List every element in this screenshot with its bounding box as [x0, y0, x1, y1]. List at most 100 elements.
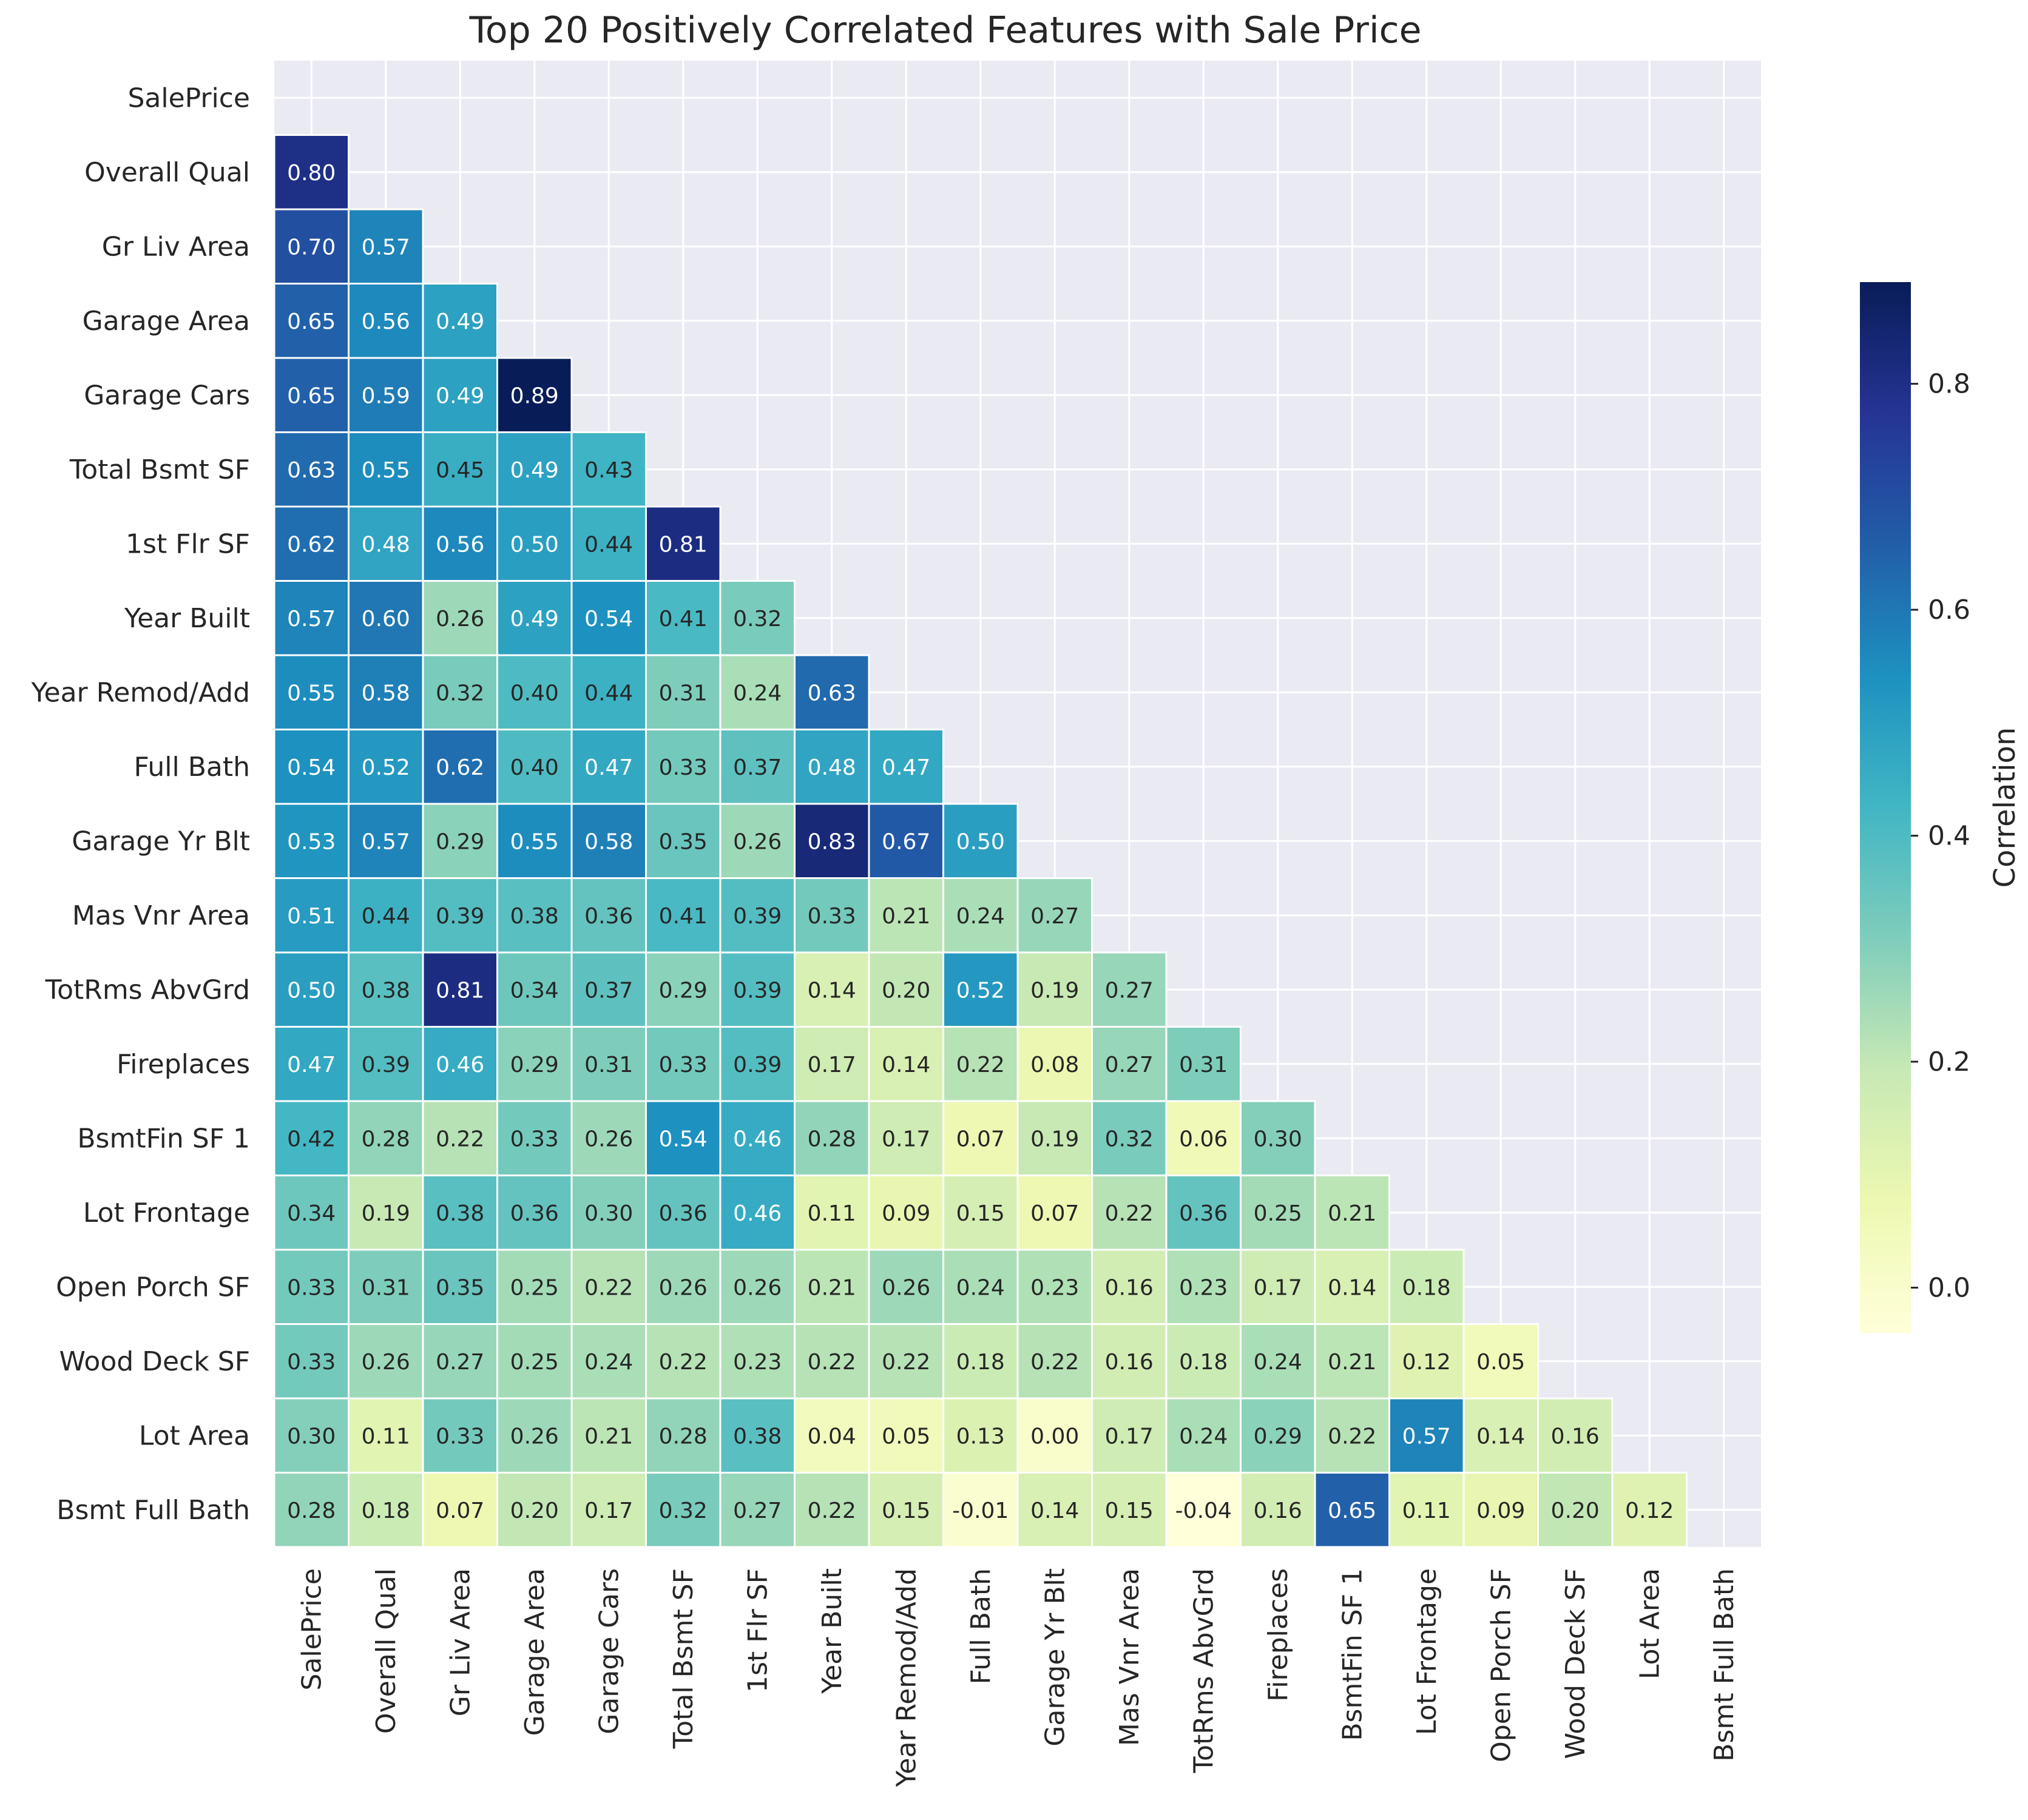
y-tick-label: 1st Flr SF — [126, 528, 250, 559]
cell-value-label: 0.24 — [1254, 1350, 1302, 1375]
y-axis-tick-labels: SalePrice Overall Qual Gr Liv Area Garage A… — [30, 83, 250, 1526]
heatmap-cell — [1388, 1472, 1465, 1548]
cell-value-label: 0.32 — [659, 1498, 708, 1523]
cell-value-label: 0.21 — [584, 1424, 633, 1449]
heatmap-cell — [570, 654, 647, 730]
cell-value-label: 0.22 — [659, 1350, 708, 1375]
cell-value-label: 0.12 — [1625, 1498, 1674, 1523]
cell-value-label: 0.27 — [1105, 978, 1154, 1003]
y-tick-label: Overall Qual — [84, 157, 250, 188]
cell-value-label: 0.60 — [362, 607, 410, 632]
heatmap-cell — [868, 1472, 944, 1548]
x-tick-label: 1st Flr SF — [742, 1568, 773, 1693]
heatmap-cell — [1165, 1175, 1242, 1251]
cell-value-label: 0.33 — [659, 1053, 708, 1077]
cell-value-label: 0.25 — [510, 1350, 559, 1375]
heatmap-cell — [422, 729, 498, 805]
cell-value-label: 0.33 — [287, 1350, 336, 1375]
cell-value-label: 0.18 — [1402, 1275, 1451, 1300]
cell-value-label: 0.18 — [362, 1498, 410, 1523]
x-tick-label: Open Porch SF — [1486, 1568, 1516, 1762]
x-axis-tick-labels: SalePrice Overall Qual Gr Liv Area Garage A… — [296, 1568, 1740, 1788]
heatmap-cell — [496, 1472, 573, 1548]
cell-value-label: 0.33 — [510, 1127, 559, 1151]
heatmap-cell — [496, 505, 573, 582]
cell-value-label: 0.15 — [882, 1498, 930, 1523]
heatmap-cell — [719, 1175, 796, 1251]
cell-value-label: 0.22 — [1030, 1350, 1079, 1375]
cell-value-label: 0.23 — [1179, 1275, 1228, 1300]
cell-value-label: 0.24 — [956, 904, 1005, 929]
heatmap-cell — [422, 1323, 498, 1400]
cell-value-label: 0.29 — [659, 978, 708, 1003]
cell-value-label: 0.33 — [287, 1275, 336, 1300]
heatmap-cell — [1462, 1472, 1539, 1548]
heatmap-cell — [645, 1397, 722, 1474]
heatmap-cell — [868, 1026, 944, 1102]
y-tick-label: Fireplaces — [117, 1049, 250, 1080]
heatmap-cell — [645, 1323, 722, 1400]
heatmap-cell — [570, 951, 647, 1028]
cell-value-label: 0.52 — [956, 978, 1005, 1003]
heatmap-cell — [348, 1175, 424, 1251]
cell-value-label: 0.89 — [510, 383, 559, 408]
cell-value-label: 0.63 — [808, 681, 856, 706]
heatmap-cell — [273, 1472, 350, 1548]
cell-value-label: 0.31 — [1179, 1053, 1228, 1077]
cell-value-label: 0.43 — [584, 458, 633, 483]
x-tick-label: Garage Area — [519, 1568, 550, 1736]
heatmap-cell — [942, 1100, 1019, 1176]
cell-value-label: 0.00 — [1030, 1424, 1079, 1449]
cell-value-label: 0.05 — [1476, 1350, 1525, 1375]
cell-value-label: 0.09 — [882, 1201, 930, 1226]
heatmap-cell — [273, 951, 350, 1028]
cell-value-label: 0.17 — [1105, 1424, 1154, 1449]
heatmap-cell — [570, 803, 647, 879]
cell-value-label: 0.80 — [287, 161, 336, 186]
heatmap-cell — [348, 431, 424, 508]
cell-value-label: 0.23 — [733, 1350, 782, 1375]
cell-value-label: 0.36 — [510, 1201, 559, 1226]
cell-value-label: 0.34 — [287, 1201, 336, 1226]
y-tick-label: Garage Yr Blt — [72, 826, 250, 857]
cell-value-label: 0.17 — [882, 1127, 930, 1151]
cell-value-label: 0.20 — [1551, 1498, 1600, 1523]
heatmap-cell — [645, 1249, 722, 1325]
cell-value-label: 0.44 — [362, 904, 410, 929]
cell-value-label: 0.36 — [659, 1201, 708, 1226]
cell-value-label: 0.26 — [733, 829, 782, 854]
heatmap-cell — [1240, 1472, 1316, 1548]
cell-value-label: 0.26 — [510, 1424, 559, 1449]
heatmap-cell — [422, 505, 498, 582]
cell-value-label: 0.57 — [1402, 1424, 1451, 1449]
x-tick-label: Lot Frontage — [1411, 1568, 1442, 1735]
cell-value-label: 0.33 — [808, 904, 856, 929]
colorbar-label: Correlation — [1988, 727, 2022, 888]
cell-value-label: 0.20 — [510, 1498, 559, 1523]
cell-value-label: 0.65 — [287, 309, 336, 334]
cell-value-label: 0.39 — [733, 1053, 782, 1077]
y-tick-label: SalePrice — [127, 83, 250, 113]
cell-value-label: 0.17 — [1254, 1275, 1302, 1300]
heatmap-cell — [794, 1397, 870, 1474]
cell-value-label: 0.38 — [362, 978, 410, 1003]
cell-value-label: 0.51 — [287, 904, 336, 929]
heatmap-cell — [273, 803, 350, 879]
cell-value-label: 0.32 — [436, 681, 484, 706]
cell-value-label: -0.01 — [952, 1498, 1009, 1523]
x-tick-label: BsmtFin SF 1 — [1337, 1568, 1368, 1741]
x-tick-label: Mas Vnr Area — [1114, 1568, 1145, 1746]
cell-value-label: 0.07 — [436, 1498, 484, 1523]
heatmap-cell — [942, 803, 1019, 879]
y-tick-label: TotRms AbvGrd — [45, 974, 250, 1005]
heatmap-cell — [422, 283, 498, 359]
cell-value-label: 0.46 — [436, 1053, 484, 1077]
cell-value-label: 0.65 — [1328, 1498, 1376, 1523]
heatmap-cell — [570, 431, 647, 508]
heatmap-cell — [868, 1323, 944, 1400]
cell-value-label: 0.37 — [733, 755, 782, 780]
heatmap-cell — [942, 1175, 1019, 1251]
heatmap-cell — [942, 1026, 1019, 1102]
heatmap-cell — [868, 1100, 944, 1176]
